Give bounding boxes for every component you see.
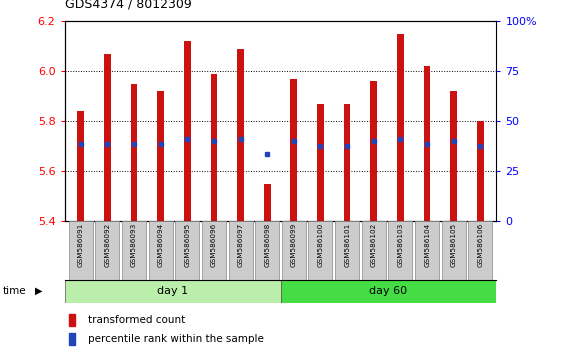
Bar xyxy=(389,221,412,280)
Text: GSM586101: GSM586101 xyxy=(344,223,350,267)
Bar xyxy=(210,74,217,221)
Bar xyxy=(291,79,297,221)
Bar xyxy=(370,81,377,221)
Text: GSM586104: GSM586104 xyxy=(424,223,430,267)
Bar xyxy=(344,104,351,221)
Bar xyxy=(149,221,173,280)
Bar xyxy=(184,41,191,221)
Bar xyxy=(104,54,111,221)
Bar xyxy=(282,221,306,280)
Bar xyxy=(157,91,164,221)
Text: time: time xyxy=(3,286,26,296)
Text: GSM586091: GSM586091 xyxy=(77,223,84,267)
Bar xyxy=(77,111,84,221)
Bar xyxy=(309,221,333,280)
Text: GSM586098: GSM586098 xyxy=(264,223,270,267)
Text: GSM586097: GSM586097 xyxy=(237,223,243,267)
Text: percentile rank within the sample: percentile rank within the sample xyxy=(88,335,264,344)
Bar xyxy=(68,221,93,280)
Bar xyxy=(450,91,457,221)
Bar xyxy=(122,221,146,280)
Bar xyxy=(255,221,279,280)
Text: GSM586100: GSM586100 xyxy=(318,223,324,267)
Bar xyxy=(202,221,226,280)
Text: GSM586106: GSM586106 xyxy=(477,223,484,267)
Bar xyxy=(424,66,430,221)
Text: GSM586093: GSM586093 xyxy=(131,223,137,267)
Bar xyxy=(468,221,493,280)
Bar xyxy=(397,34,404,221)
Text: GSM586105: GSM586105 xyxy=(451,223,457,267)
Bar xyxy=(280,280,496,303)
Text: day 60: day 60 xyxy=(370,286,407,296)
Text: GSM586103: GSM586103 xyxy=(398,223,403,267)
Bar xyxy=(131,84,137,221)
Text: GSM586094: GSM586094 xyxy=(158,223,163,267)
Text: GSM586102: GSM586102 xyxy=(371,223,377,267)
Text: GDS4374 / 8012309: GDS4374 / 8012309 xyxy=(65,0,191,11)
Text: GSM586096: GSM586096 xyxy=(211,223,217,267)
Bar xyxy=(65,280,280,303)
Bar xyxy=(362,221,386,280)
Bar xyxy=(442,221,466,280)
Text: transformed count: transformed count xyxy=(88,315,186,325)
Bar xyxy=(264,184,270,221)
Bar xyxy=(69,314,75,326)
Bar xyxy=(415,221,439,280)
Text: GSM586099: GSM586099 xyxy=(291,223,297,267)
Bar xyxy=(228,221,252,280)
Bar xyxy=(335,221,359,280)
Bar xyxy=(95,221,119,280)
Bar xyxy=(317,104,324,221)
Bar xyxy=(237,49,244,221)
Bar xyxy=(69,333,75,346)
Bar xyxy=(477,121,484,221)
Text: day 1: day 1 xyxy=(157,286,188,296)
Text: ▶: ▶ xyxy=(35,286,42,296)
Bar xyxy=(175,221,199,280)
Text: GSM586092: GSM586092 xyxy=(104,223,110,267)
Text: GSM586095: GSM586095 xyxy=(184,223,190,267)
